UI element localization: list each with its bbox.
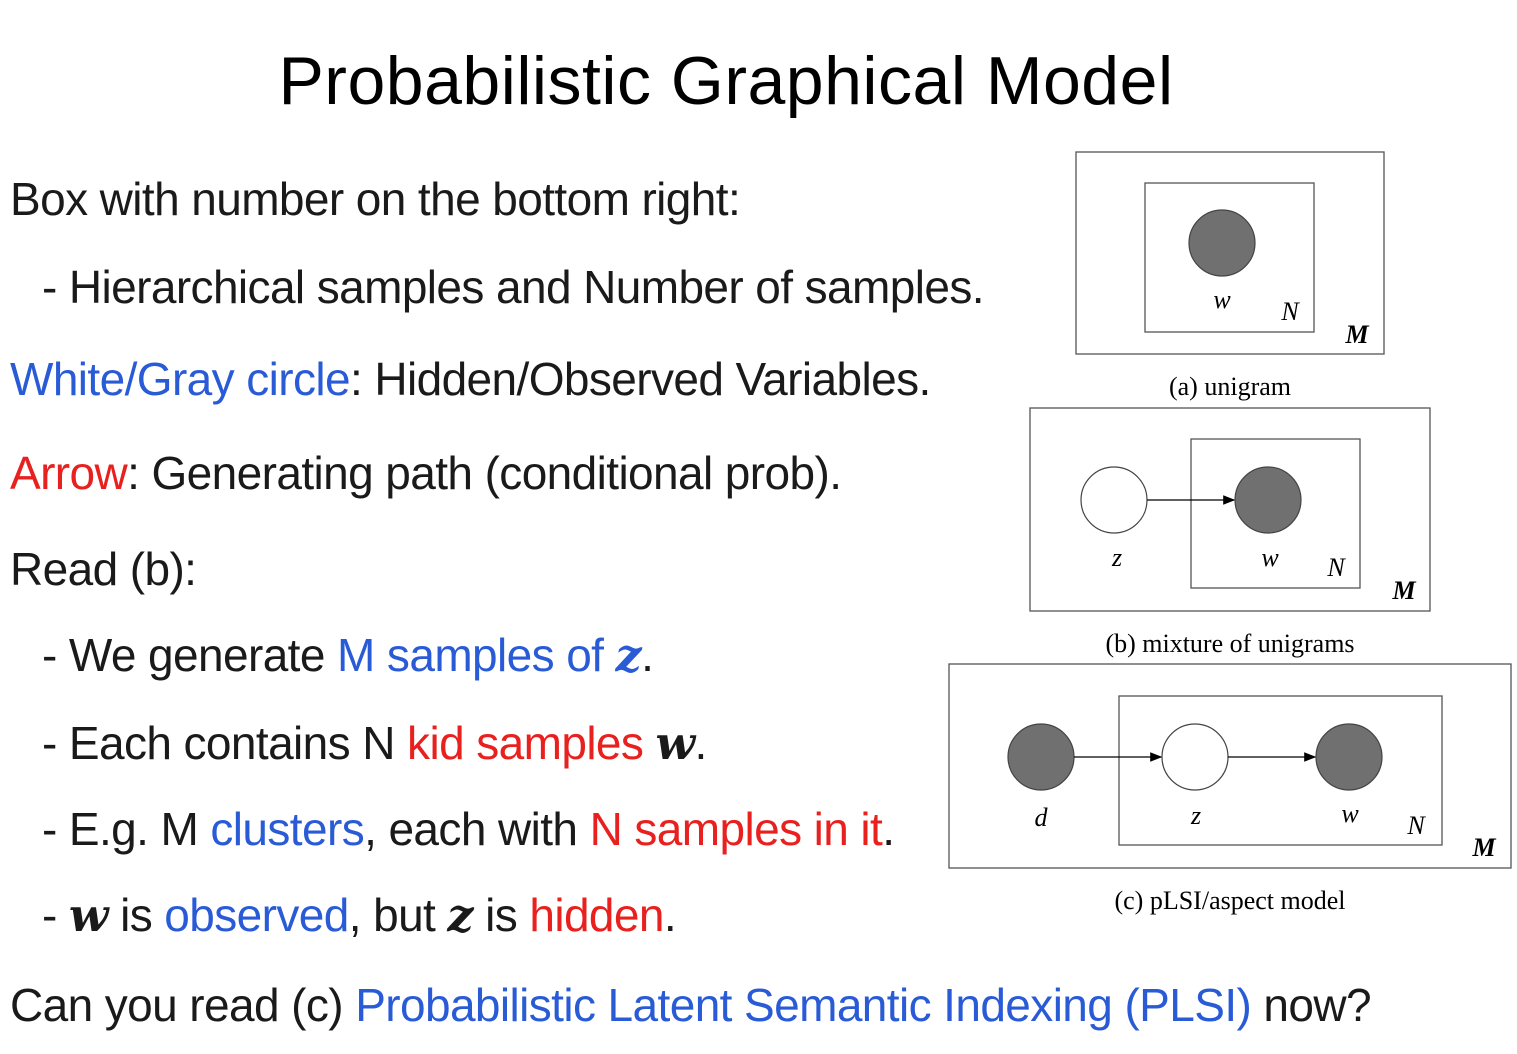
slide-title: Probabilistic Graphical Model bbox=[278, 43, 1174, 119]
arrow-term: Arrow bbox=[10, 447, 128, 499]
plsi-term: Probabilistic Latent Semantic Indexing (… bbox=[355, 979, 1252, 1031]
box-desc: with number on the bottom right: bbox=[87, 173, 741, 225]
observed-text: observed bbox=[164, 889, 349, 941]
bullet-circle: White/Gray circle: Hidden/Observed Varia… bbox=[10, 352, 931, 406]
node-z-hidden bbox=[1080, 466, 1148, 534]
generate-text: - We generate bbox=[42, 629, 338, 681]
box-term: Box bbox=[10, 173, 88, 225]
bullet-arrow: Arrow: Generating path (conditional prob… bbox=[10, 446, 842, 500]
node-w-observed bbox=[1315, 723, 1383, 791]
node-d-observed bbox=[1007, 723, 1075, 791]
bullet-each: - Each contains N kid samples w. bbox=[42, 716, 707, 770]
n-samples-text: N samples in it bbox=[589, 803, 883, 855]
caption-b: (b) mixture of unigrams bbox=[1105, 629, 1354, 658]
label-m: M bbox=[1344, 320, 1369, 349]
label-w: w bbox=[1213, 285, 1231, 314]
label-n: N bbox=[1326, 553, 1346, 582]
plate-n bbox=[1144, 182, 1315, 333]
node-w-observed bbox=[1188, 209, 1256, 277]
label-n: N bbox=[1280, 297, 1300, 326]
each-text: - Each contains N bbox=[42, 717, 408, 769]
label-z: z bbox=[1190, 801, 1201, 830]
m-samples-text: M samples of bbox=[337, 629, 616, 681]
label-w: w bbox=[1341, 799, 1359, 828]
question-line: Can you read (c) Probabilistic Latent Se… bbox=[10, 978, 1372, 1032]
bullet-box: Box with number on the bottom right: bbox=[10, 172, 741, 226]
bullet-read-b: Read (b): bbox=[10, 542, 197, 596]
node-z-hidden bbox=[1161, 723, 1229, 791]
node-w-observed bbox=[1234, 466, 1302, 534]
period: . bbox=[663, 889, 677, 941]
plate-m bbox=[948, 663, 1512, 869]
circle-desc: : Hidden/Observed Variables. bbox=[349, 353, 931, 405]
period: . bbox=[694, 717, 708, 769]
arrow-desc: : Generating path (conditional prob). bbox=[127, 447, 842, 499]
question-start: Can you read (c) bbox=[10, 979, 356, 1031]
plate-n bbox=[1190, 438, 1361, 589]
each-with-text: , each with bbox=[364, 803, 590, 855]
clusters-text: clusters bbox=[210, 803, 365, 855]
period: . bbox=[641, 629, 654, 681]
z-var: z bbox=[447, 888, 473, 942]
white-gray-term: White/Gray bbox=[10, 353, 247, 405]
figure-b-mixture: z w N M (b) mixture of unigrams bbox=[1029, 407, 1431, 658]
label-n: N bbox=[1406, 811, 1426, 840]
circle-term: circle bbox=[246, 353, 350, 405]
eg-text: - E.g. M bbox=[42, 803, 211, 855]
label-z: z bbox=[1111, 543, 1122, 572]
plate-m bbox=[1029, 407, 1431, 612]
bullet-example: - E.g. M clusters, each with N samples i… bbox=[42, 802, 895, 856]
is-text: is bbox=[472, 889, 530, 941]
dash: - bbox=[42, 889, 69, 941]
w-var: w bbox=[68, 888, 109, 942]
read-b-text: Read (b): bbox=[10, 543, 197, 595]
w-var: w bbox=[655, 716, 696, 770]
hidden-text: hidden bbox=[529, 889, 664, 941]
period: . bbox=[882, 803, 895, 855]
plate-n bbox=[1118, 695, 1443, 846]
figure-a-unigram: w N M (a) unigram bbox=[1075, 151, 1385, 401]
bullet-observed: - w is observed, but z is hidden. bbox=[42, 888, 677, 942]
bullet-generate: - We generate M samples of z. bbox=[42, 628, 654, 682]
hierarchical-text: - Hierarchical samples and Number of sam… bbox=[42, 261, 985, 313]
z-var: z bbox=[615, 628, 642, 682]
plate-m bbox=[1075, 151, 1385, 355]
kid-samples-text: kid samples bbox=[407, 717, 656, 769]
label-w: w bbox=[1261, 543, 1279, 572]
question-end: now? bbox=[1251, 979, 1371, 1031]
caption-c: (c) pLSI/aspect model bbox=[1114, 886, 1345, 915]
bullet-hierarchical: - Hierarchical samples and Number of sam… bbox=[42, 260, 985, 314]
is-text: is bbox=[107, 889, 165, 941]
figure-c-plsi: d z w N M (c) pLSI/aspect model bbox=[948, 663, 1512, 915]
caption-a: (a) unigram bbox=[1169, 372, 1291, 401]
label-m: M bbox=[1471, 833, 1496, 862]
but-text: , but bbox=[348, 889, 448, 941]
label-d: d bbox=[1035, 803, 1049, 832]
label-m: M bbox=[1391, 576, 1416, 605]
